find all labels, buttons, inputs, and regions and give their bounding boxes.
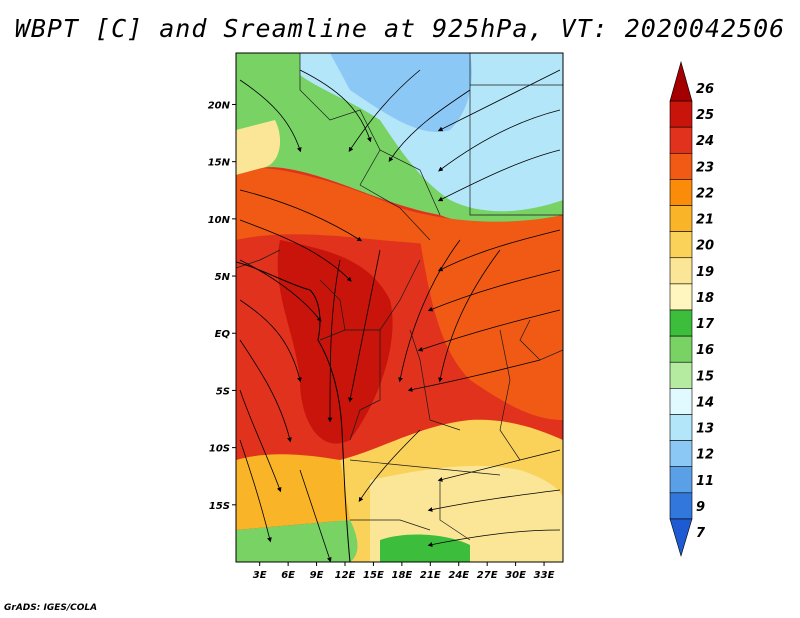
map-plot-area <box>236 53 563 562</box>
colorbar-label: 26 <box>696 82 714 97</box>
colorbar-swatch <box>669 126 693 154</box>
lat-tick-label: 20N <box>208 100 231 111</box>
lon-tick-label: 6E <box>281 570 295 581</box>
chart-title: WBPT [C] and Sreamline at 925hPa, VT: 20… <box>14 14 786 43</box>
colorbar-swatch <box>669 361 693 389</box>
colorbar-swatch <box>669 492 693 520</box>
northern-lightblue-core <box>330 53 472 132</box>
colorbar-swatch <box>669 518 693 558</box>
colorbar-swatch <box>669 335 693 363</box>
colorbar-swatch <box>669 231 693 259</box>
colorbar-label: 20 <box>696 239 714 254</box>
colorbar-label: 24 <box>696 134 714 149</box>
colorbar-label: 23 <box>696 160 714 175</box>
eastern-orange-region <box>420 228 563 420</box>
colorbar-label: 22 <box>696 186 714 201</box>
lon-tick-label: 33E <box>534 570 555 581</box>
coastline <box>236 261 351 562</box>
colorbar-swatch <box>669 152 693 180</box>
colorbar-label: 19 <box>696 265 714 280</box>
colorbar-label: 18 <box>696 291 714 306</box>
lon-tick-label: 15E <box>363 570 384 581</box>
colorbar-swatch <box>669 440 693 468</box>
lon-tick-label: 12E <box>335 570 356 581</box>
colorbar-label: 7 <box>696 526 706 541</box>
lat-tick-label: 5N <box>215 272 231 283</box>
colorbar-swatch <box>669 257 693 285</box>
colorbar-swatch <box>669 179 693 206</box>
map-frame <box>235 52 564 563</box>
southwest-orange-region <box>236 454 350 530</box>
colorbar-swatch <box>669 283 693 311</box>
lon-tick-label: 18E <box>391 570 412 581</box>
colorbar-label: 15 <box>696 369 714 384</box>
northwest-yellow-patch <box>236 120 281 175</box>
lat-tick-label: 15S <box>209 501 230 512</box>
colorbar-swatch <box>669 205 693 232</box>
colorbar-label: 21 <box>696 213 714 228</box>
lat-tick-label: 10S <box>209 444 230 455</box>
lat-tick-label: EQ <box>215 329 231 340</box>
grads-credit: GrADS: IGES/COLA <box>4 603 98 613</box>
lon-tick-label: 9E <box>310 570 324 581</box>
lat-tick-label: 15N <box>208 158 231 169</box>
central-deep-red <box>277 240 393 444</box>
colorbar-label: 11 <box>696 474 714 489</box>
colorbar-label: 14 <box>696 395 714 410</box>
colorbar-swatch <box>669 309 693 337</box>
colorbar: 26 25 24 23 22 21 20 19 18 17 16 15 14 13 12 11 9 7 <box>669 60 715 558</box>
country-boundaries <box>236 53 563 541</box>
lat-tick-label: 10N <box>208 215 231 226</box>
lon-tick-label: 3E <box>253 570 267 581</box>
colorbar-swatch <box>669 100 693 128</box>
latitude-axis: 20N 15N 10N 5N EQ 5S 10S 15S <box>208 100 236 512</box>
colorbar-label: 25 <box>696 108 714 123</box>
lon-tick-label: 30E <box>505 570 526 581</box>
colorbar-label: 16 <box>696 343 714 358</box>
colorbar-label: 9 <box>696 500 705 515</box>
colorbar-swatch <box>669 466 693 494</box>
colorbar-label: 13 <box>696 422 714 437</box>
colorbar-swatch <box>669 60 693 102</box>
lon-tick-label: 21E <box>420 570 441 581</box>
colorbar-swatch <box>669 388 693 415</box>
lon-tick-label: 24E <box>448 570 469 581</box>
lat-tick-label: 5S <box>216 386 230 397</box>
colorbar-swatch <box>669 414 693 441</box>
lon-tick-label: 27E <box>477 570 498 581</box>
colorbar-label: 17 <box>696 317 715 332</box>
colorbar-label: 12 <box>696 448 714 463</box>
longitude-axis: 3E 6E 9E 12E 15E 18E 21E 24E 27E 30E 33E <box>253 562 555 581</box>
streamlines <box>239 69 561 562</box>
